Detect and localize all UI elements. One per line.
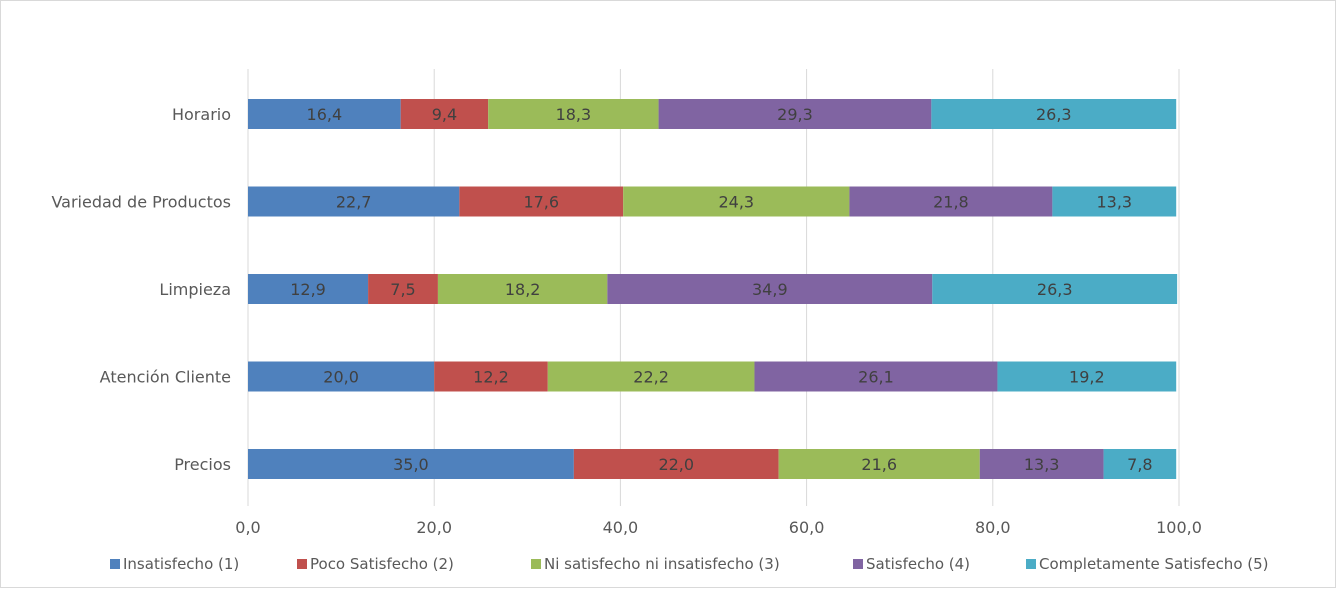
data-label: 21,8 (933, 193, 969, 212)
category-label: Horario (172, 105, 231, 124)
data-label: 17,6 (523, 193, 559, 212)
data-label: 7,5 (390, 280, 415, 299)
x-tick-label: 60,0 (789, 518, 825, 537)
data-label: 20,0 (323, 368, 359, 387)
bar-segment (488, 99, 659, 129)
bar-segment (932, 274, 1178, 304)
x-tick-label: 80,0 (975, 518, 1011, 537)
bar-segment (459, 186, 624, 217)
data-label: 12,9 (290, 280, 326, 299)
bar-segment (573, 449, 779, 479)
bar-segment (437, 274, 608, 304)
bar-segment (368, 274, 438, 304)
data-label: 24,3 (718, 193, 754, 212)
bar-segment (658, 99, 932, 129)
data-label: 12,2 (473, 368, 509, 387)
legend-swatch (297, 559, 307, 569)
category-label: Variedad de Productos (51, 193, 231, 212)
bar-segment (434, 361, 548, 392)
bar-segment (248, 186, 460, 217)
data-label: 35,0 (393, 455, 429, 474)
data-label: 7,8 (1127, 455, 1152, 474)
legend-swatch (853, 559, 863, 569)
data-label: 13,3 (1024, 455, 1060, 474)
x-tick-label: 0,0 (235, 518, 260, 537)
legend-label: Completamente Satisfecho (5) (1039, 555, 1269, 573)
data-label: 16,4 (307, 105, 343, 124)
data-label: 19,2 (1069, 368, 1105, 387)
bar-segment (547, 361, 755, 392)
legend-label: Satisfecho (4) (866, 555, 970, 573)
data-label: 26,3 (1037, 280, 1073, 299)
legend-label: Ni satisfecho ni insatisfecho (3) (544, 555, 780, 573)
x-tick-label: 20,0 (416, 518, 452, 537)
bar-segment (979, 449, 1104, 479)
data-label: 18,3 (556, 105, 592, 124)
category-label: Precios (174, 455, 231, 474)
category-label: Atención Cliente (100, 368, 231, 387)
x-tick-label: 40,0 (603, 518, 639, 537)
legend-swatch (531, 559, 541, 569)
data-label: 26,1 (858, 368, 894, 387)
data-label: 34,9 (752, 280, 788, 299)
legend-swatch (110, 559, 120, 569)
legend-label: Insatisfecho (1) (123, 555, 239, 573)
data-label: 22,0 (658, 455, 694, 474)
data-label: 13,3 (1096, 193, 1132, 212)
bar-segment (1103, 449, 1177, 479)
bar-segment (778, 449, 980, 479)
data-label: 29,3 (777, 105, 813, 124)
data-label: 26,3 (1036, 105, 1072, 124)
bar-segment (931, 99, 1177, 129)
bar-segment (248, 449, 574, 479)
bar-segment (1052, 186, 1177, 217)
bar-segment (607, 274, 933, 304)
bar-segment (623, 186, 850, 217)
category-label: Limpieza (159, 280, 231, 299)
bar-segment (849, 186, 1053, 217)
data-label: 21,6 (861, 455, 897, 474)
bar-segment (754, 361, 998, 392)
legend-swatch (1026, 559, 1036, 569)
data-label: 18,2 (505, 280, 541, 299)
x-tick-label: 100,0 (1156, 518, 1202, 537)
data-label: 22,2 (633, 368, 669, 387)
bar-segment (400, 99, 489, 129)
data-label: 22,7 (336, 193, 372, 212)
bar-segment (248, 99, 401, 129)
bar-segment (248, 274, 369, 304)
bar-segment (248, 361, 435, 392)
bar-segment (997, 361, 1177, 392)
data-label: 9,4 (432, 105, 457, 124)
legend-label: Poco Satisfecho (2) (310, 555, 454, 573)
